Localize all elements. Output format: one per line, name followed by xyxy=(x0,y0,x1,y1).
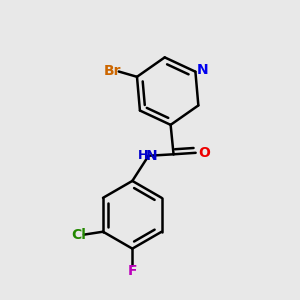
Text: Br: Br xyxy=(103,64,121,78)
Text: F: F xyxy=(128,264,137,278)
Text: Cl: Cl xyxy=(71,228,86,242)
Text: O: O xyxy=(198,146,210,161)
Text: N: N xyxy=(146,149,157,163)
Text: N: N xyxy=(197,63,208,77)
Text: H: H xyxy=(138,149,148,162)
